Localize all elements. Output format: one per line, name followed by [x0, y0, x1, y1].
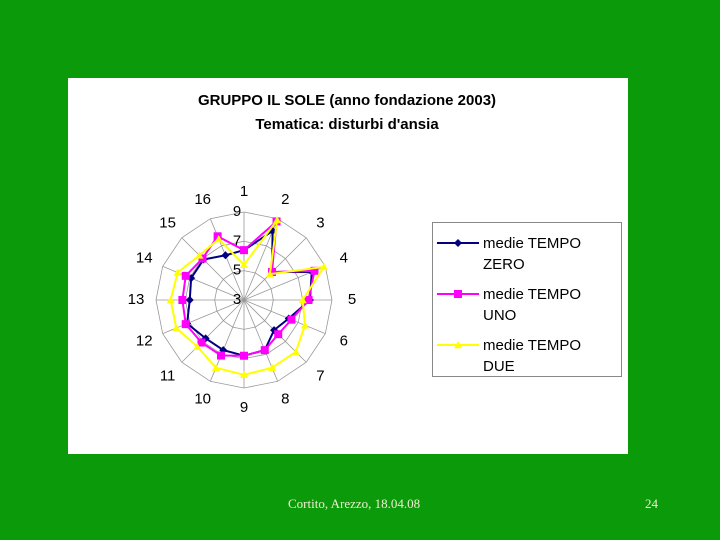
marker: [454, 239, 462, 247]
category-label: 15: [159, 215, 176, 232]
marker: [265, 270, 274, 278]
marker: [300, 321, 309, 329]
category-label: 12: [136, 332, 153, 349]
marker: [291, 347, 300, 356]
marker: [178, 296, 187, 304]
marker: [240, 246, 248, 255]
r-tick-label: 3: [233, 291, 241, 308]
category-label: 3: [316, 215, 324, 232]
marker: [197, 338, 206, 347]
marker: [214, 235, 223, 243]
category-label: 7: [316, 367, 324, 384]
spoke: [243, 299, 326, 335]
marker: [193, 342, 202, 350]
category-label: 9: [240, 399, 248, 416]
r-tick-label: 7: [233, 232, 241, 249]
legend-item: medie TEMPO DUE: [433, 329, 621, 377]
category-label: 13: [128, 291, 145, 308]
marker: [268, 363, 277, 371]
marker: [240, 370, 248, 378]
marker: [221, 251, 230, 260]
marker: [319, 262, 328, 271]
legend-label: medie TEMPO ZERO: [483, 235, 582, 273]
category-label: 5: [348, 291, 356, 308]
category-label: 10: [194, 391, 211, 408]
category-label: 1: [240, 183, 248, 200]
marker: [310, 266, 319, 275]
marker: [195, 251, 204, 259]
marker: [240, 351, 248, 360]
marker: [173, 268, 182, 276]
marker: [216, 351, 225, 360]
legend: medie TEMPO ZERO medie TEMPO UNO medie TEM…: [432, 222, 622, 377]
r-tick-label: 9: [233, 203, 241, 220]
marker: [166, 296, 175, 304]
marker: [213, 232, 222, 241]
marker: [181, 320, 190, 329]
category-label: 11: [160, 367, 176, 384]
marker: [304, 296, 313, 304]
category-label: 16: [194, 191, 211, 208]
legend-item: medie TEMPO UNO: [433, 278, 621, 326]
category-label: 4: [340, 250, 348, 267]
legend-label: medie TEMPO DUE: [483, 337, 582, 375]
chart-title: GRUPPO IL SOLE (anno fondazione 2003): [198, 92, 496, 109]
marker: [454, 341, 462, 349]
marker: [260, 346, 269, 355]
marker: [273, 216, 282, 224]
marker: [211, 363, 220, 371]
chart-subtitle: Tematica: disturbi d'ansia: [255, 116, 439, 133]
page-number: 24: [645, 496, 658, 511]
spoke: [181, 299, 245, 363]
legend-swatch: [437, 341, 479, 349]
r-tick-label: 5: [233, 262, 241, 279]
footer-text: Cortito, Arezzo, 18.04.08: [288, 496, 421, 511]
legend-label: medie TEMPO UNO: [483, 286, 582, 324]
category-label: 14: [136, 250, 153, 267]
legend-item: medie TEMPO ZERO: [433, 227, 621, 275]
marker: [287, 315, 296, 324]
spoke: [181, 237, 245, 301]
marker: [274, 330, 283, 339]
marker: [268, 267, 277, 276]
category-label: 6: [340, 332, 348, 349]
marker: [181, 271, 190, 280]
legend-swatch: [437, 290, 479, 298]
marker: [240, 260, 248, 268]
legend-swatch: [437, 239, 479, 247]
marker: [185, 296, 194, 304]
marker: [454, 290, 462, 298]
category-label: 8: [281, 391, 289, 408]
marker: [298, 296, 307, 304]
marker: [172, 324, 181, 332]
category-label: 2: [281, 191, 289, 208]
spoke: [209, 218, 245, 301]
